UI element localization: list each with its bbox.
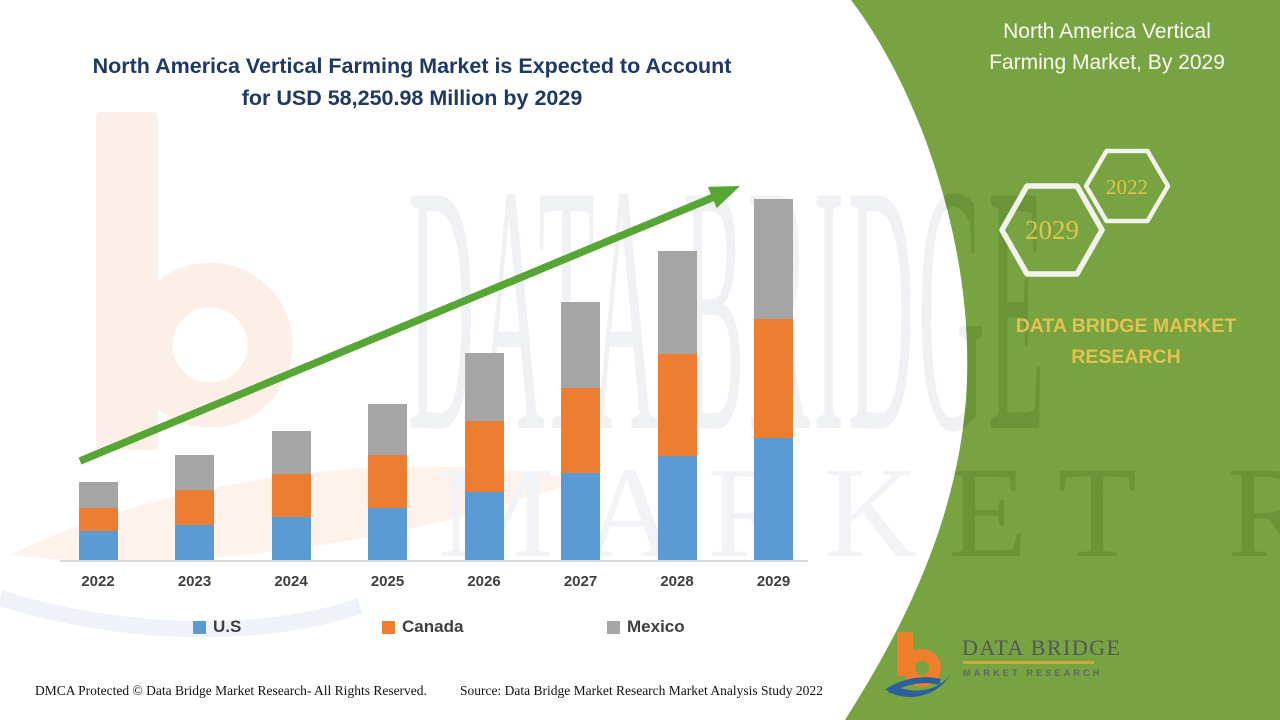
x-axis-label-2022: 2022 xyxy=(81,573,115,590)
legend-swatch xyxy=(193,620,206,634)
bar-segment-mexico xyxy=(175,455,214,490)
legend-item-us: U.S xyxy=(193,617,241,637)
legend-item-mexico: Mexico xyxy=(607,617,685,637)
bar-segment-us xyxy=(271,517,311,560)
bar-segment-mexico xyxy=(78,482,118,508)
logo-wordmark: DATA BRIDGE xyxy=(962,635,1122,660)
bar-segment-canada xyxy=(754,319,793,438)
bar-segment-us xyxy=(464,492,504,560)
logo-tagline: MARKET RESEARCH xyxy=(963,668,1103,678)
legend-label: Canada xyxy=(402,617,464,636)
bar-segment-canada xyxy=(561,388,600,473)
page-title: North America Vertical Farming Market is… xyxy=(62,50,762,114)
footer-dmca-text: DMCA Protected © Data Bridge Market Rese… xyxy=(35,683,427,698)
bar-2028 xyxy=(657,251,697,560)
bar-segment-canada xyxy=(271,474,311,517)
footer-source-text: Source: Data Bridge Market Research Mark… xyxy=(460,683,823,698)
bar-segment-us xyxy=(754,438,793,560)
bar-segment-canada xyxy=(368,455,407,508)
bar-2022 xyxy=(78,482,118,560)
legend-item-canada: Canada xyxy=(382,617,463,637)
gray-swoosh-watermark xyxy=(0,590,363,638)
bar-segment-mexico xyxy=(368,404,407,455)
bar-segment-us xyxy=(561,473,600,560)
legend-swatch xyxy=(382,620,395,634)
svg-text:DATA BRIDGE: DATA BRIDGE xyxy=(408,113,1048,506)
bar-segment-canada xyxy=(175,490,214,525)
bar-segment-canada xyxy=(657,354,697,456)
bar-2023 xyxy=(175,455,214,560)
x-axis-label-2026: 2026 xyxy=(467,573,501,590)
bar-segment-canada xyxy=(464,421,504,492)
green-side-panel xyxy=(845,0,1280,720)
bar-segment-mexico xyxy=(464,353,504,421)
x-axis-label-2028: 2028 xyxy=(660,573,694,590)
bar-2027 xyxy=(561,302,600,560)
brand-text: DATA BRIDGE MARKET RESEARCH xyxy=(1015,315,1237,368)
x-axis-label-2023: 2023 xyxy=(177,573,212,590)
bar-segment-us xyxy=(368,508,407,560)
legend-label: U.S xyxy=(213,617,242,636)
page-title-line2: for USD 58,250.98 Million by 2029 xyxy=(241,86,583,110)
bar-segment-mexico xyxy=(271,431,311,474)
bar-2029 xyxy=(754,199,793,560)
trend-arrow xyxy=(78,186,740,465)
hexagon-2029 xyxy=(999,183,1105,277)
legend-label: Mexico xyxy=(627,617,685,636)
x-axis-label-2027: 2027 xyxy=(563,573,598,590)
side-panel-title: North America Vertical Farming Market, B… xyxy=(989,20,1225,74)
x-axis-label-2025: 2025 xyxy=(370,573,405,590)
data-bridge-logo-icon xyxy=(885,632,951,697)
hexagon-2022-label: 2022 xyxy=(1106,175,1148,199)
bar-segment-mexico xyxy=(561,302,600,388)
page-title-line1: North America Vertical Farming Market is… xyxy=(92,54,732,78)
x-axis-label-2024: 2024 xyxy=(274,573,308,590)
hexagon-2022 xyxy=(1083,148,1171,224)
bar-segment-us xyxy=(175,525,214,560)
bar-2026 xyxy=(464,353,504,560)
year-hexagons: 2029 2022 xyxy=(999,148,1171,277)
bar-2025 xyxy=(368,404,407,560)
bar-2024 xyxy=(271,431,311,560)
bar-segment-us xyxy=(657,456,697,560)
bar-segment-us xyxy=(78,531,118,560)
logo-underline xyxy=(963,661,1094,664)
x-axis-line xyxy=(60,560,808,562)
legend-swatch xyxy=(607,620,620,634)
bar-segment-canada xyxy=(78,508,118,531)
x-axis-label-2029: 2029 xyxy=(756,573,791,590)
bar-segment-mexico xyxy=(754,199,793,319)
hexagon-2029-label: 2029 xyxy=(1025,215,1079,245)
bar-segment-mexico xyxy=(657,251,697,354)
